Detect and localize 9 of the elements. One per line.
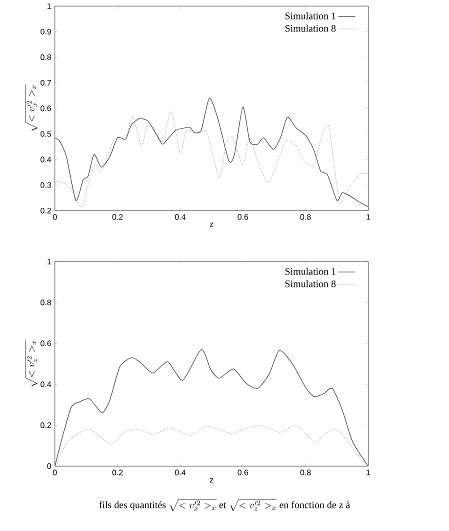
legend-label: Simulation 8 [285, 280, 336, 288]
y-axis-title: $\sqrt{<v'^2_z>_x}$ [25, 340, 38, 387]
text: $\mbox{fils des quantités }\sqrt{<v'^2_x>_x}\mbox{ et }\sqrt{<v'^2_z>_x}\mbox{ en fonction de z à}$ [99, 499, 350, 512]
legend-label: Simulation 1 [285, 12, 336, 20]
legend-label: Simulation 1 [285, 268, 336, 275]
line-series [54, 349, 368, 466]
line-series [54, 424, 368, 466]
y-axis-title: $\sqrt{<v'^2_x>_x}$ [25, 84, 38, 132]
legend-label: Simulation 8 [285, 24, 336, 32]
